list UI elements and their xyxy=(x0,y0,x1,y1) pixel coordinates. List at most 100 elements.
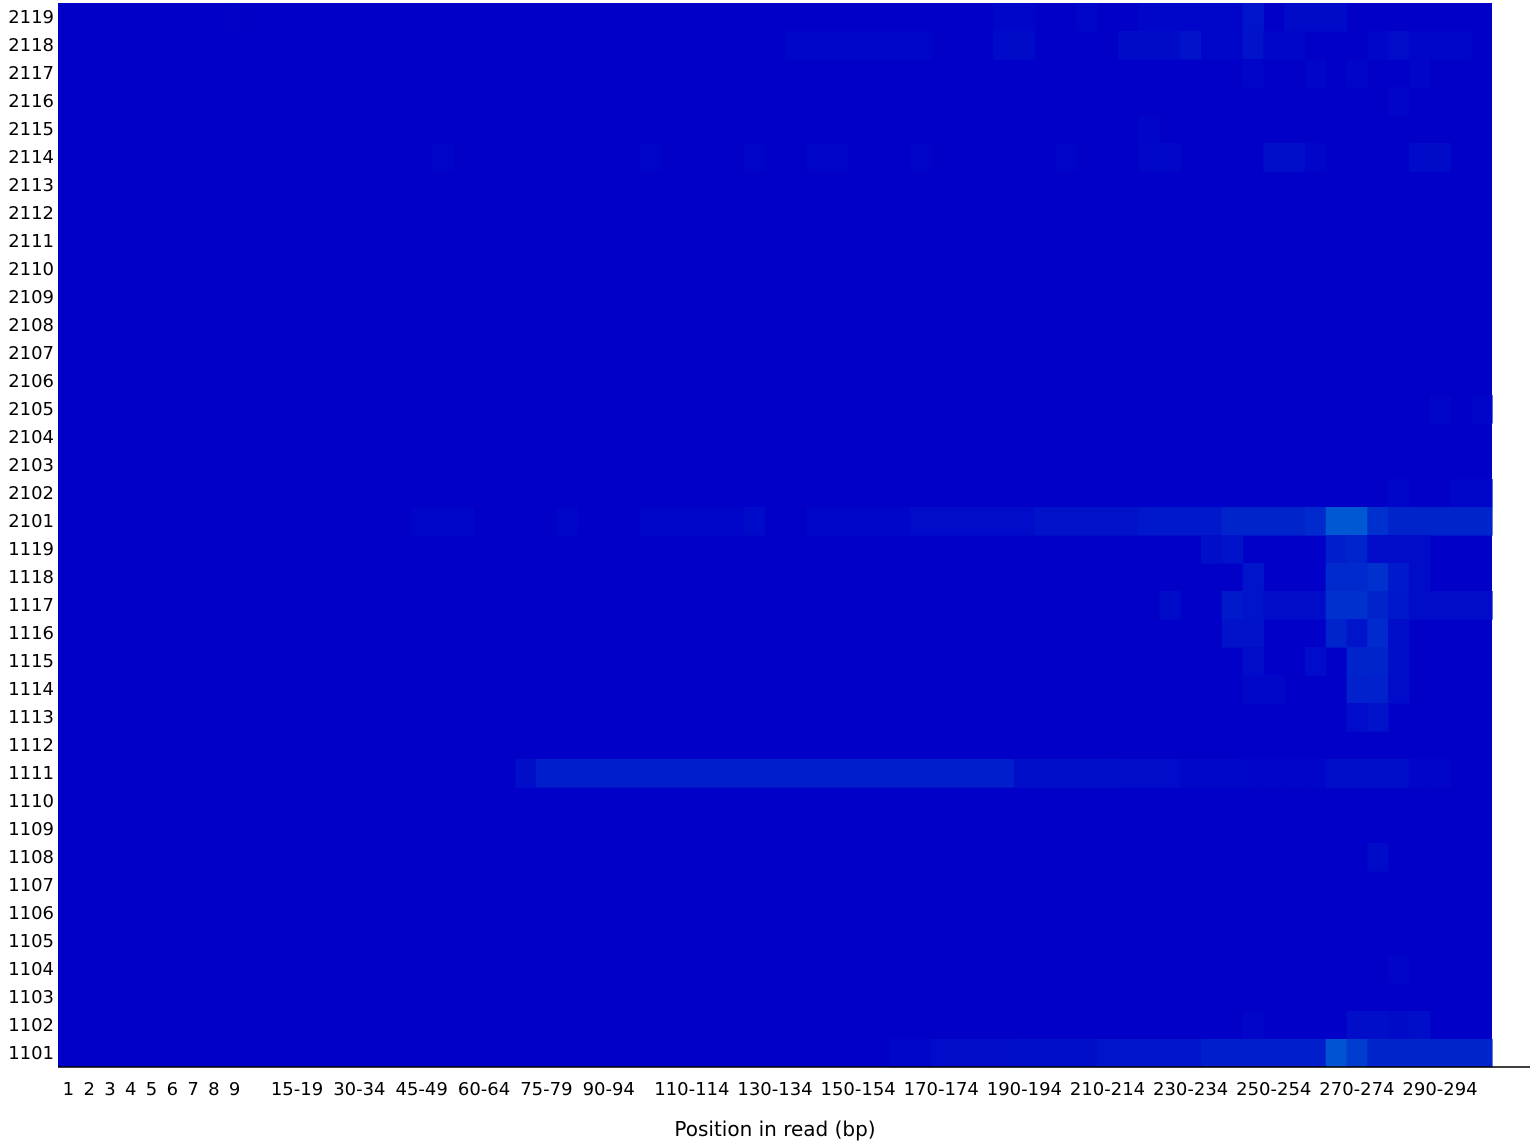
x-axis-title: Position in read (bp) xyxy=(674,1117,875,1141)
heatmap-cell xyxy=(1117,1039,1140,1068)
heatmap-cell xyxy=(1076,507,1098,536)
heatmap-cell xyxy=(1304,507,1327,536)
heatmap-cell xyxy=(1346,59,1368,88)
heatmap-cell xyxy=(1367,675,1389,704)
x-tick-label: 150-154 xyxy=(821,1079,896,1100)
heatmap-cell xyxy=(1367,591,1389,620)
heatmap-cell xyxy=(1450,1039,1472,1068)
heatmap-cell xyxy=(1367,563,1389,592)
y-tick-label: 2101 xyxy=(8,511,54,532)
heatmap-cell xyxy=(1388,647,1410,676)
y-tick-label: 1114 xyxy=(8,679,54,700)
heatmap-cell xyxy=(1138,31,1161,60)
x-tick-label: 8 xyxy=(208,1079,219,1100)
heatmap-cell xyxy=(1263,31,1285,60)
heatmap-cell xyxy=(1117,507,1140,536)
heatmap-cell xyxy=(1263,507,1285,536)
heatmap-cell xyxy=(1346,507,1368,536)
heatmap-cell xyxy=(1325,3,1348,32)
heatmap-cell xyxy=(1450,479,1472,508)
heatmap-cell xyxy=(951,1039,974,1068)
heatmap-cell xyxy=(1284,507,1306,536)
heatmap-cell xyxy=(1367,647,1389,676)
heatmap-cell xyxy=(1117,31,1140,60)
x-tick-label: 110-114 xyxy=(654,1079,729,1100)
heatmap-cell xyxy=(1408,759,1431,788)
x-tick-label: 15-19 xyxy=(271,1079,323,1100)
x-tick-label: 190-194 xyxy=(987,1079,1062,1100)
heatmap-cell xyxy=(847,759,870,788)
heatmap-cell xyxy=(723,507,745,536)
heatmap-cell xyxy=(1325,535,1348,564)
y-tick-label: 2113 xyxy=(8,175,54,196)
heatmap-cell xyxy=(1097,1039,1119,1068)
x-tick-label: 45-49 xyxy=(396,1079,448,1100)
heatmap-cell xyxy=(639,143,662,172)
heatmap-cell xyxy=(1242,1011,1264,1040)
heatmap-cell xyxy=(1346,535,1368,564)
y-tick-label: 2106 xyxy=(8,371,54,392)
heatmap-cell xyxy=(1388,479,1410,508)
heatmap-cell xyxy=(868,31,890,60)
heatmap-cell xyxy=(1014,1039,1036,1068)
heatmap-cell xyxy=(1450,591,1472,620)
y-tick-label: 2112 xyxy=(8,203,54,224)
heatmap-cell xyxy=(1097,759,1119,788)
x-tick-label: 5 xyxy=(146,1079,157,1100)
heatmap-cell xyxy=(951,507,974,536)
heatmap-cell xyxy=(1304,647,1327,676)
heatmap-cell xyxy=(1325,591,1348,620)
y-tick-label: 1106 xyxy=(8,903,54,924)
heatmap-cell xyxy=(1263,591,1285,620)
heatmap-cell xyxy=(743,143,766,172)
heatmap-cell xyxy=(1388,31,1410,60)
heatmap-cell xyxy=(1367,1039,1389,1068)
heatmap-cell xyxy=(1367,759,1389,788)
y-tick-label: 1107 xyxy=(8,875,54,896)
heatmap-cell xyxy=(452,507,475,536)
heatmap-cell xyxy=(1471,479,1493,508)
heatmap-cell xyxy=(1201,1039,1223,1068)
x-tick-label: 210-214 xyxy=(1070,1079,1145,1100)
heatmap-cell xyxy=(411,507,433,536)
heatmap-cell xyxy=(1388,87,1410,116)
heatmap-cell xyxy=(1408,143,1431,172)
heatmap-cell xyxy=(1242,591,1264,620)
heatmap-cell xyxy=(1055,143,1077,172)
heatmap-cell xyxy=(1408,1039,1431,1068)
heatmap-cell xyxy=(1242,563,1264,592)
heatmap-cell xyxy=(1242,647,1264,676)
y-tick-label: 1105 xyxy=(8,931,54,952)
heatmap-cell xyxy=(1263,675,1285,704)
heatmap-cell xyxy=(1388,1039,1410,1068)
heatmap-cell xyxy=(1159,31,1181,60)
y-tick-label: 1101 xyxy=(8,1043,54,1064)
heatmap-cell xyxy=(1367,703,1389,732)
heatmap-cell xyxy=(1388,507,1410,536)
heatmap-cell xyxy=(1346,619,1368,648)
y-tick-label: 2110 xyxy=(8,259,54,280)
heatmap-cell xyxy=(1429,759,1452,788)
heatmap-cell xyxy=(1055,759,1077,788)
y-tick-label: 1104 xyxy=(8,959,54,980)
heatmap-cell xyxy=(1471,507,1493,536)
heatmap-cell xyxy=(1346,759,1368,788)
heatmap-cell xyxy=(1346,703,1368,732)
heatmap-cell xyxy=(1034,759,1057,788)
heatmap-cell xyxy=(1367,31,1389,60)
y-tick-label: 1103 xyxy=(8,987,54,1008)
y-tick-label: 2104 xyxy=(8,427,54,448)
heatmap-cell xyxy=(785,759,807,788)
heatmap-cell xyxy=(1325,759,1348,788)
y-tick-label: 2118 xyxy=(8,35,54,56)
heatmap-cell xyxy=(1201,535,1223,564)
heatmap-cell xyxy=(1159,143,1181,172)
heatmap-cell xyxy=(1429,507,1452,536)
heatmap-cell xyxy=(1284,759,1306,788)
y-tick-label: 1111 xyxy=(8,763,54,784)
heatmap-cell xyxy=(785,31,807,60)
heatmap-cell xyxy=(702,507,724,536)
heatmap-cell xyxy=(702,759,724,788)
heatmap-cell xyxy=(681,507,703,536)
